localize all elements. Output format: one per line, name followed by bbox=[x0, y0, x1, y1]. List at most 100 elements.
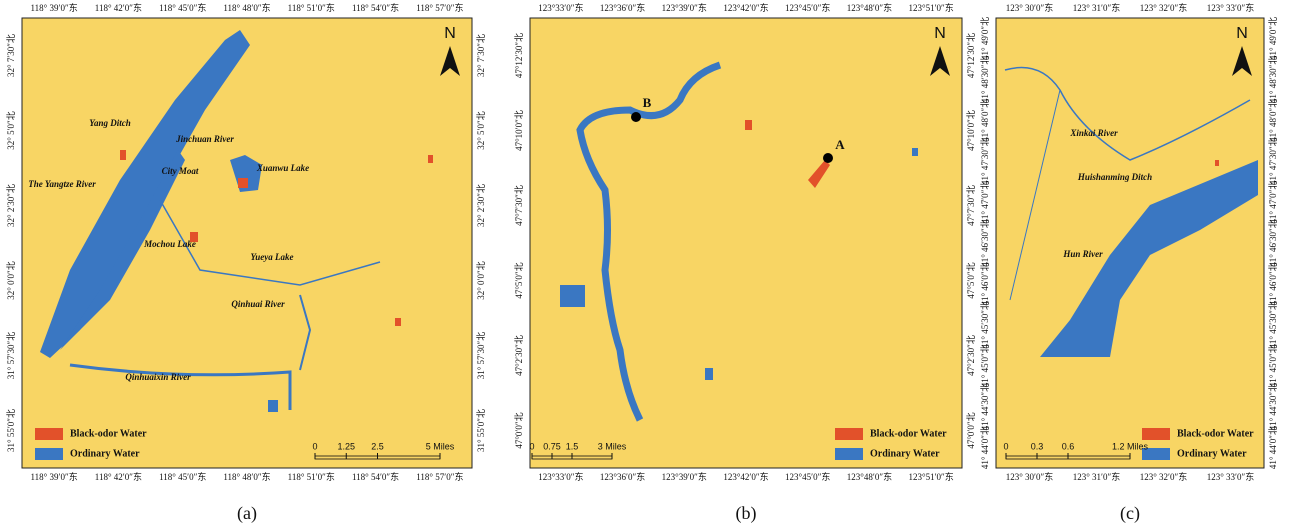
legend-label: Black-odor Water bbox=[870, 428, 947, 439]
top-lon-label: 123°39′0″东 bbox=[662, 2, 707, 13]
legend-label: Black-odor Water bbox=[70, 428, 147, 439]
scale-label: 1.5 bbox=[566, 441, 579, 451]
place-label: Yang Ditch bbox=[89, 118, 130, 128]
left-lat-label: 41° 44′0″北 bbox=[980, 426, 990, 469]
place-label: Xinkai River bbox=[1069, 128, 1118, 138]
left-lat-label: 47°2′30″北 bbox=[514, 335, 524, 376]
right-lat-label: 32° 7′30″北 bbox=[476, 34, 486, 77]
top-lon-label: 118° 39′0″东 bbox=[31, 2, 78, 13]
left-lat-label: 41° 48′30″北 bbox=[980, 56, 990, 104]
right-lat-label: 47°2′30″北 bbox=[966, 335, 976, 376]
left-lat-label: 47°7′30″北 bbox=[514, 185, 524, 226]
right-lat-label: 47°7′30″北 bbox=[966, 185, 976, 226]
map-b bbox=[530, 18, 962, 468]
left-lat-label: 41° 45′30″北 bbox=[980, 301, 990, 349]
right-lat-label: 47°0′0″北 bbox=[966, 412, 976, 448]
left-lat-label: 31° 55′0″北 bbox=[6, 409, 16, 452]
bottom-lon-label: 118° 48′0″东 bbox=[223, 471, 270, 482]
left-lat-label: 31° 57′30″北 bbox=[6, 332, 16, 380]
top-lon-label: 123°36′0″东 bbox=[600, 2, 645, 13]
top-lon-label: 123°33′0″东 bbox=[538, 2, 583, 13]
top-lon-label: 118° 48′0″东 bbox=[223, 2, 270, 13]
right-lat-label: 41° 45′0″北 bbox=[1268, 344, 1278, 387]
water-b bbox=[560, 61, 918, 422]
legend-swatch bbox=[835, 448, 863, 460]
right-lat-label: 32° 2′30″北 bbox=[476, 184, 486, 227]
top-lon-label: 123°45′0″东 bbox=[785, 2, 830, 13]
frame bbox=[529, 17, 963, 469]
legend-swatch bbox=[35, 428, 63, 440]
caption: (b) bbox=[736, 503, 757, 524]
scale-label: 0 bbox=[312, 441, 317, 451]
place-label: Qinhuaixin River bbox=[125, 372, 191, 382]
place-label: Mochou Lake bbox=[143, 239, 196, 249]
place-label: Jinchuan River bbox=[175, 134, 234, 144]
bottom-lon-label: 123°39′0″东 bbox=[662, 471, 707, 482]
place-label: Xuanwu Lake bbox=[256, 163, 309, 173]
left-lat-label: 41° 45′0″北 bbox=[980, 344, 990, 387]
place-label: A bbox=[835, 137, 845, 152]
scale-label: 2.5 bbox=[371, 441, 384, 451]
left-lat-label: 41° 46′30″北 bbox=[980, 219, 990, 267]
bottom-lon-label: 123° 33′0″东 bbox=[1207, 471, 1255, 482]
north-label: N bbox=[934, 25, 946, 42]
bottom-lon-label: 118° 45′0″东 bbox=[159, 471, 206, 482]
water-a bbox=[40, 30, 433, 412]
left-lat-label: 47°12′30″北 bbox=[514, 33, 524, 78]
top-lon-label: 123°51′0″东 bbox=[908, 2, 953, 13]
right-lat-label: 41° 49′0″北 bbox=[1268, 17, 1278, 60]
bottom-lon-label: 118° 42′0″东 bbox=[95, 471, 142, 482]
right-lat-label: 41° 48′0″北 bbox=[1268, 99, 1278, 142]
place-label: The Yangtze River bbox=[28, 179, 96, 189]
frame bbox=[995, 17, 1265, 469]
right-lat-label: 41° 46′30″北 bbox=[1268, 219, 1278, 267]
scale-label: 1.2 Miles bbox=[1112, 441, 1149, 451]
place-label: B bbox=[643, 95, 652, 110]
bottom-lon-label: 123°42′0″东 bbox=[723, 471, 768, 482]
legend-swatch bbox=[35, 448, 63, 460]
top-lon-label: 123° 33′0″东 bbox=[1207, 2, 1255, 13]
right-lat-label: 41° 48′30″北 bbox=[1268, 56, 1278, 104]
north-label: N bbox=[1236, 25, 1248, 42]
legend-swatch bbox=[835, 428, 863, 440]
bottom-lon-label: 118° 39′0″东 bbox=[31, 471, 78, 482]
north-arrow bbox=[1232, 46, 1252, 76]
right-lat-label: 32° 5′0″北 bbox=[476, 111, 486, 150]
caption: (a) bbox=[237, 503, 257, 524]
right-lat-label: 31° 57′30″北 bbox=[476, 332, 486, 380]
water-c bbox=[1004, 66, 1258, 357]
left-lat-label: 32° 2′30″北 bbox=[6, 184, 16, 227]
left-lat-label: 41° 46′0″北 bbox=[980, 262, 990, 305]
place-label: Hun River bbox=[1062, 249, 1103, 259]
legend-label: Black-odor Water bbox=[1177, 428, 1254, 439]
right-lat-label: 31° 55′0″北 bbox=[476, 409, 486, 452]
scale-label: 3 Miles bbox=[598, 441, 627, 451]
top-lon-label: 118° 57′0″东 bbox=[416, 2, 463, 13]
legend-label: Ordinary Water bbox=[70, 448, 140, 459]
left-lat-label: 47°10′0″北 bbox=[514, 110, 524, 151]
bottom-lon-label: 123°48′0″东 bbox=[847, 471, 892, 482]
left-lat-label: 41° 47′30″北 bbox=[980, 137, 990, 185]
legend-label: Ordinary Water bbox=[870, 448, 940, 459]
bottom-lon-label: 118° 54′0″东 bbox=[352, 471, 399, 482]
place-label: Qinhuai River bbox=[231, 299, 285, 309]
right-lat-label: 41° 44′0″北 bbox=[1268, 426, 1278, 469]
top-lon-label: 123° 31′0″东 bbox=[1073, 2, 1121, 13]
scale-label: 0.75 bbox=[543, 441, 561, 451]
left-lat-label: 32° 0′0″北 bbox=[6, 261, 16, 300]
right-lat-label: 41° 44′30″北 bbox=[1268, 383, 1278, 431]
place-label: Yueya Lake bbox=[251, 252, 294, 262]
bottom-lon-label: 123° 30′0″东 bbox=[1006, 471, 1054, 482]
top-lon-label: 118° 42′0″东 bbox=[95, 2, 142, 13]
right-lat-label: 41° 46′0″北 bbox=[1268, 262, 1278, 305]
top-lon-label: 123°42′0″东 bbox=[723, 2, 768, 13]
right-lat-label: 47°12′30″北 bbox=[966, 33, 976, 78]
left-lat-label: 41° 49′0″北 bbox=[980, 17, 990, 60]
bottom-lon-label: 118° 51′0″东 bbox=[288, 471, 335, 482]
left-lat-label: 47°0′0″北 bbox=[514, 412, 524, 448]
scale-label: 0 bbox=[1003, 441, 1008, 451]
bottom-lon-label: 123° 31′0″东 bbox=[1073, 471, 1121, 482]
bottom-lon-label: 123° 32′0″东 bbox=[1140, 471, 1188, 482]
top-lon-label: 118° 45′0″东 bbox=[159, 2, 206, 13]
